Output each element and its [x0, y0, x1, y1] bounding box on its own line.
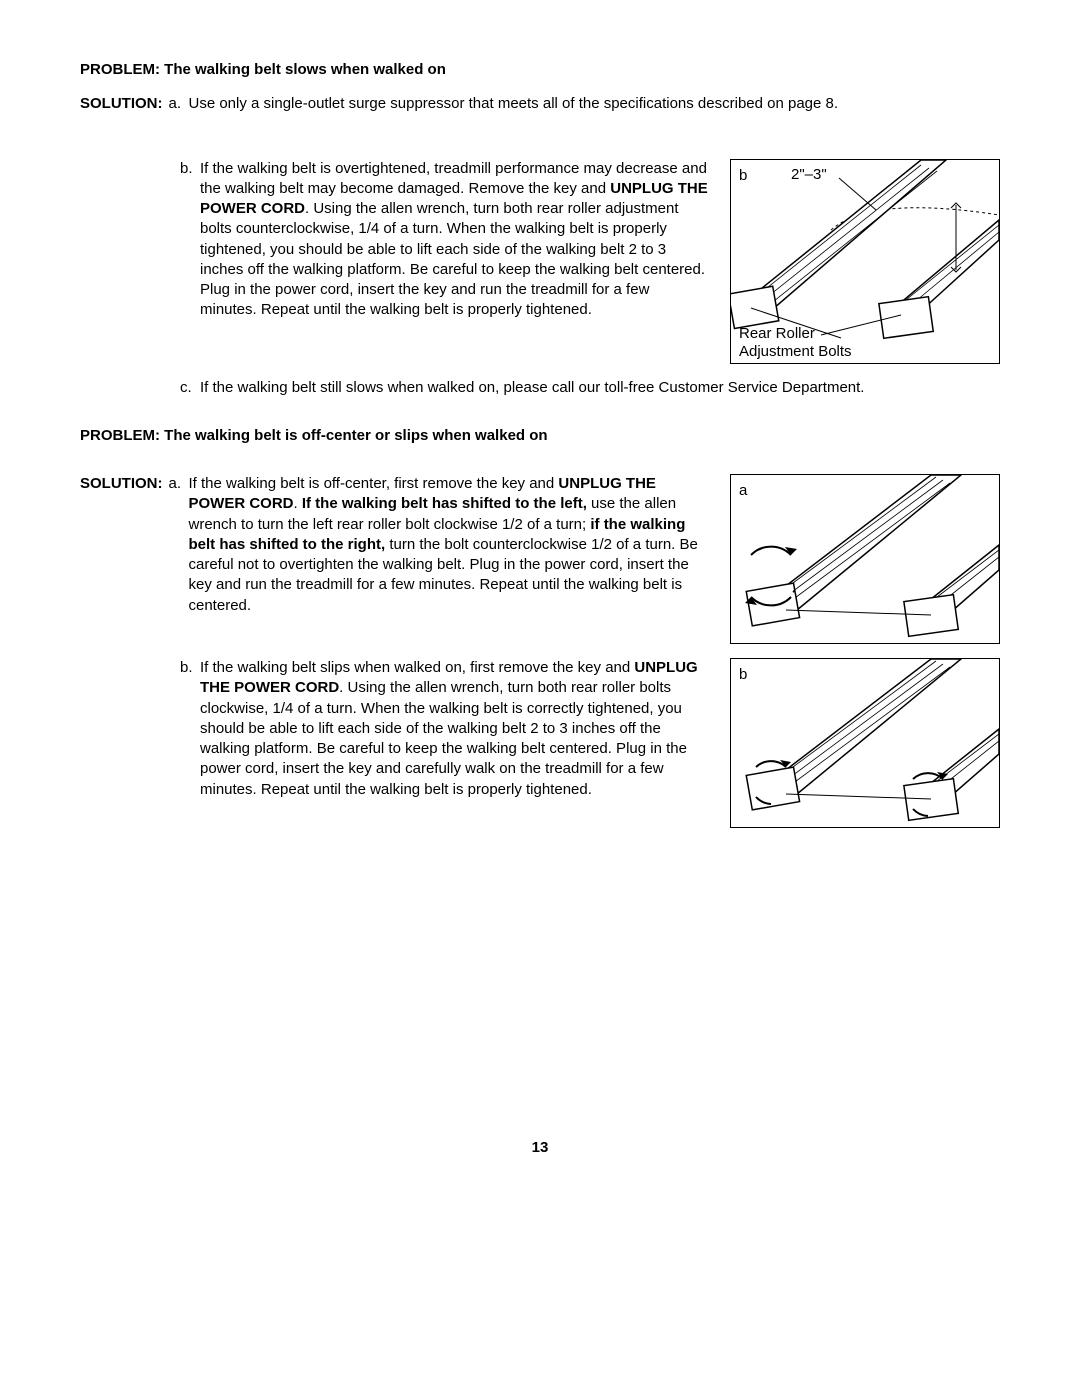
item-letter: a. [169, 94, 189, 114]
p1b-row: b. If the walking belt is overtightened,… [180, 159, 1000, 364]
fig3-letter: b [739, 665, 747, 685]
p1a-text: Use only a single-outlet surge suppresso… [189, 94, 1001, 114]
fig1-gap-label: 2"–3" [791, 166, 827, 184]
problem2-heading: PROBLEM: The walking belt is off-center … [80, 426, 1000, 446]
item-letter: c. [180, 378, 200, 398]
p1-solution-a: SOLUTION: a. Use only a single-outlet su… [80, 94, 1000, 114]
treadmill-both-bolts-icon [731, 659, 1000, 828]
p1b-text: If the walking belt is overtightened, tr… [200, 159, 710, 321]
page-number: 13 [80, 1138, 1000, 1158]
p1c-row: c. If the walking belt still slows when … [180, 378, 1000, 398]
figure-1: b 2"–3" Rear Roller Adjustment Bolts [730, 159, 1000, 364]
item-letter: b. [180, 159, 200, 321]
problem1-heading: PROBLEM: The walking belt slows when wal… [80, 60, 1000, 80]
figure-3: b [730, 658, 1000, 828]
item-letter: b. [180, 658, 200, 800]
fig2-letter: a [739, 481, 747, 501]
p2a-text: If the walking belt is off-center, first… [189, 474, 711, 644]
figure-2: a [730, 474, 1000, 644]
solution-label: SOLUTION: [80, 474, 169, 644]
p2b-row: b. If the walking belt slips when walked… [180, 658, 1000, 828]
treadmill-left-bolt-icon [731, 475, 1000, 644]
item-letter: a. [169, 474, 189, 644]
p2b-text: If the walking belt slips when walked on… [200, 658, 710, 800]
p1c-text: If the walking belt still slows when wal… [200, 378, 1000, 398]
solution-label: SOLUTION: [80, 94, 169, 114]
fig1-bolt-label: Rear Roller Adjustment Bolts [739, 325, 852, 361]
p2a-row: SOLUTION: a. If the walking belt is off-… [80, 474, 1000, 644]
fig1-letter: b [739, 166, 747, 186]
